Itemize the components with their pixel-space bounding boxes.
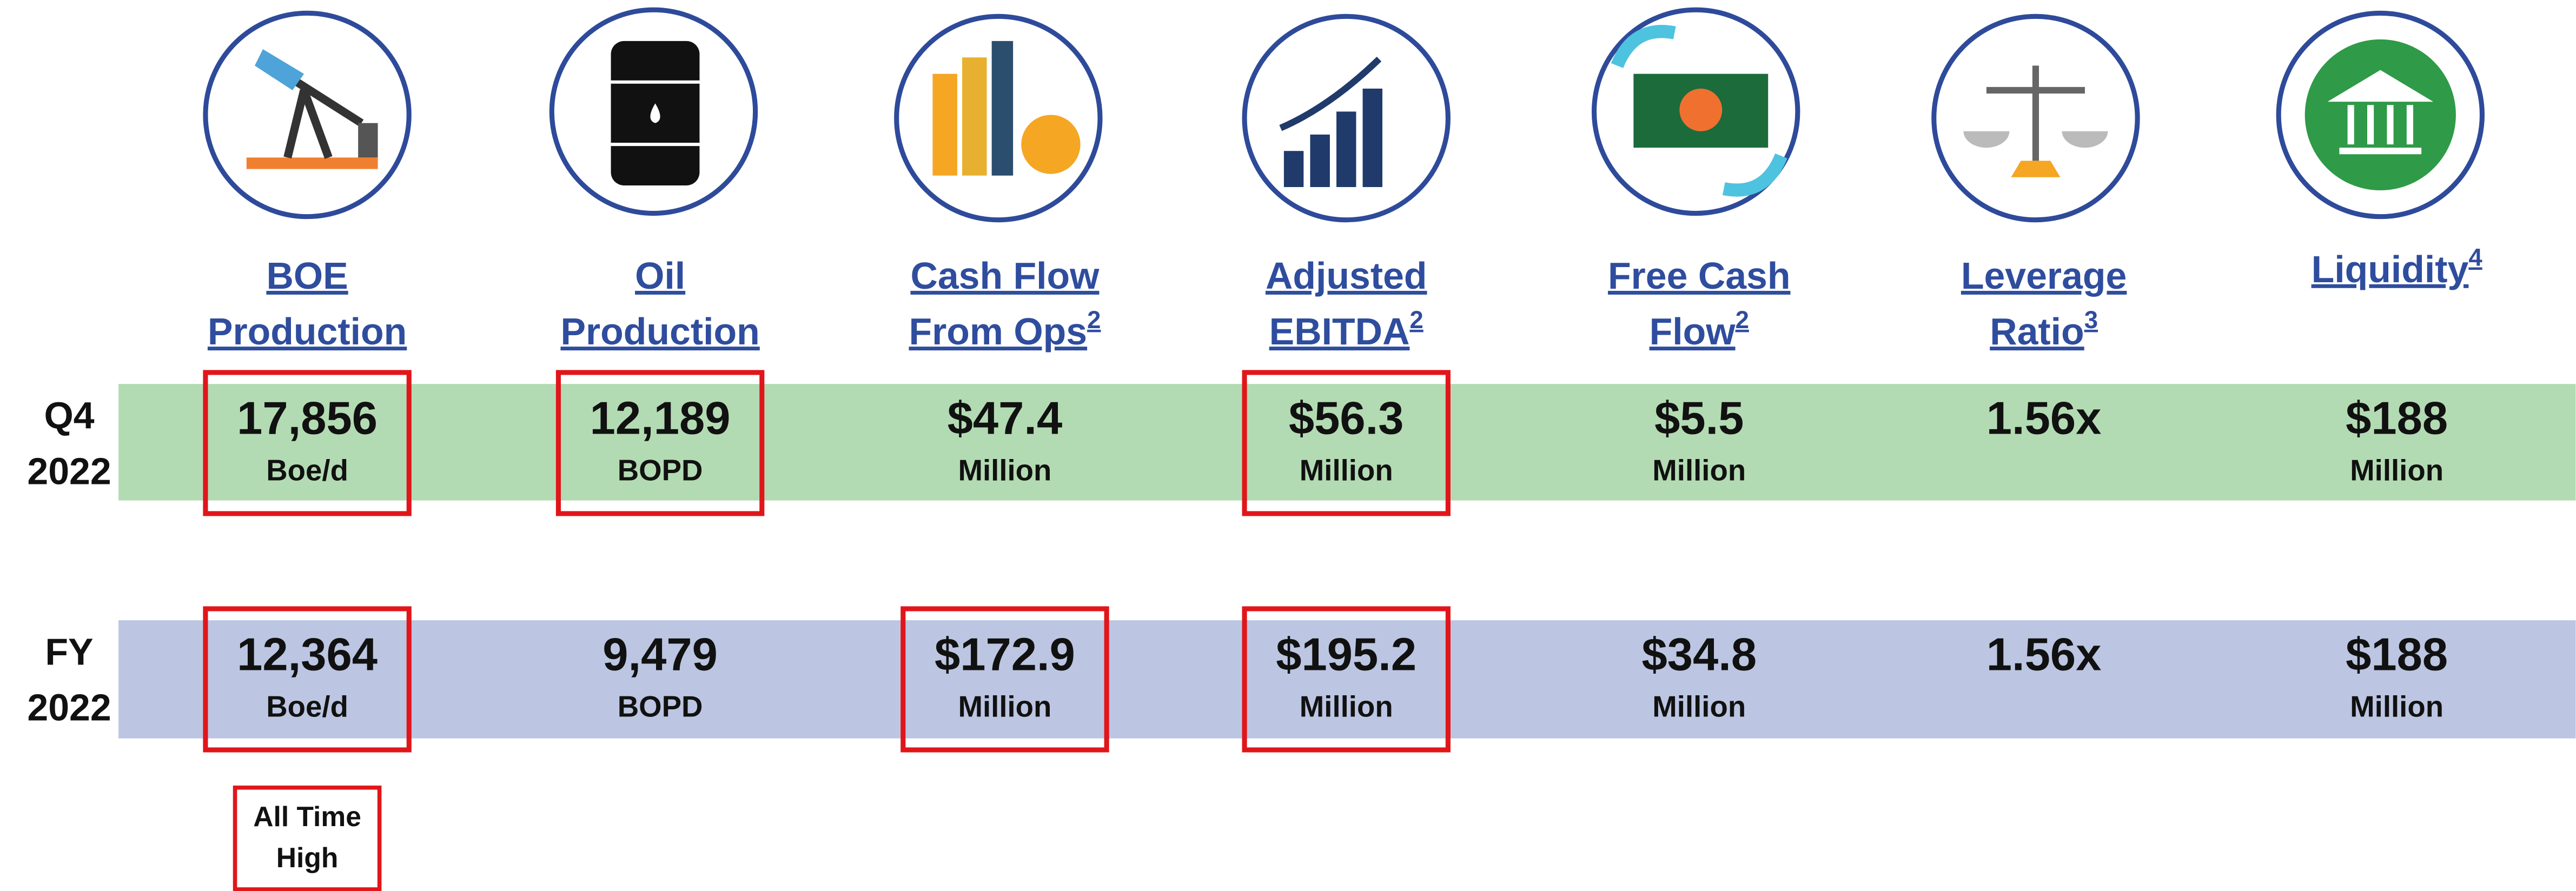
heading-text: Flow xyxy=(1650,311,1736,353)
cell-unit: Boe/d xyxy=(266,690,348,723)
highlight-box xyxy=(1242,370,1451,516)
column-heading: Liquidity4 xyxy=(2312,244,2483,291)
annotation-text: All Time xyxy=(253,801,361,832)
cell-value: $5.5 xyxy=(1654,393,1744,444)
cell-value: $47.4 xyxy=(948,393,1063,444)
heading-text: Free Cash xyxy=(1608,255,1791,297)
icon-bars xyxy=(932,41,1081,176)
cell-unit: Million xyxy=(1300,690,1393,723)
heading-superscript: 4 xyxy=(2468,244,2482,271)
cell-unit: BOPD xyxy=(618,690,703,723)
column-heading: Free Cash xyxy=(1608,255,1791,297)
column-heading: Production xyxy=(208,311,407,353)
heading-text: EBITDA xyxy=(1269,311,1410,353)
heading-text: Ratio xyxy=(1990,311,2084,353)
column-heading: BOE xyxy=(266,255,348,297)
heading-superscript: 2 xyxy=(1736,306,1749,334)
cell-value: $188 xyxy=(2346,629,2448,680)
cell-unit: Million xyxy=(958,454,1052,487)
highlight-box xyxy=(203,370,412,516)
cell-unit: Million xyxy=(1652,690,1746,723)
cell-value: $195.2 xyxy=(1276,629,1416,680)
cell-value: $56.3 xyxy=(1289,393,1404,444)
cell-value: 1.56x xyxy=(1986,629,2102,680)
row-label: 2022 xyxy=(27,450,111,493)
heading-text: Liquidity xyxy=(2312,248,2469,290)
heading-text: BOE xyxy=(266,255,348,297)
cell-value: 12,364 xyxy=(237,629,378,680)
heading-superscript: 2 xyxy=(1087,306,1101,334)
heading-text: From Ops xyxy=(909,311,1087,353)
cell-unit: Boe/d xyxy=(266,454,348,487)
column-heading: Leverage xyxy=(1961,255,2127,297)
cell-unit: Million xyxy=(1652,454,1746,487)
icon-cash xyxy=(1611,25,1787,197)
heading-superscript: 2 xyxy=(1409,306,1423,334)
highlight-box xyxy=(1242,606,1451,753)
column-heading: Ratio3 xyxy=(1990,306,2098,353)
column-heading: From Ops2 xyxy=(909,306,1101,353)
row-label: 2022 xyxy=(27,687,111,729)
highlight-box xyxy=(203,606,412,753)
cell-unit: Million xyxy=(2350,454,2443,487)
icon-growth xyxy=(1279,56,1383,187)
cell-unit: BOPD xyxy=(618,454,703,487)
cell-unit: Million xyxy=(958,690,1052,723)
icon-barrel xyxy=(611,41,700,185)
cell-value: 9,479 xyxy=(602,629,718,680)
row-label: FY xyxy=(45,630,93,673)
highlight-box xyxy=(555,370,765,516)
icon-circles xyxy=(203,7,2485,223)
cell-unit: Million xyxy=(2350,690,2443,723)
column-heading: Flow2 xyxy=(1650,306,1749,353)
cell-value: 12,189 xyxy=(590,393,731,444)
heading-text: Oil xyxy=(635,255,685,297)
icon-scale xyxy=(1963,65,2108,177)
heading-text: Leverage xyxy=(1961,255,2127,297)
fy-band xyxy=(118,620,2576,739)
column-heading: Oil xyxy=(635,255,685,297)
heading-text: Cash Flow xyxy=(910,255,1100,297)
cell-value: $188 xyxy=(2346,393,2448,444)
cell-unit: Million xyxy=(1300,454,1393,487)
row-label: Q4 xyxy=(44,394,94,436)
cell-value: 17,856 xyxy=(237,393,378,444)
column-heading: Production xyxy=(560,311,759,353)
heading-superscript: 3 xyxy=(2084,306,2098,334)
cell-value: $172.9 xyxy=(935,629,1075,680)
cell-value: $34.8 xyxy=(1641,629,1757,680)
heading-text: Production xyxy=(560,311,759,353)
heading-text: Production xyxy=(208,311,407,353)
annotation-box xyxy=(233,786,382,891)
column-heading: Adjusted xyxy=(1266,255,1427,297)
icon-pumpjack xyxy=(246,49,378,169)
column-heading: EBITDA2 xyxy=(1269,306,1423,353)
column-heading: Cash Flow xyxy=(910,255,1100,297)
cell-value: 1.56x xyxy=(1986,393,2102,444)
annotation-text: High xyxy=(276,842,339,873)
highlight-box xyxy=(900,606,1109,753)
icon-bank xyxy=(2305,39,2456,191)
q4-band xyxy=(118,384,2576,501)
heading-text: Adjusted xyxy=(1266,255,1427,297)
